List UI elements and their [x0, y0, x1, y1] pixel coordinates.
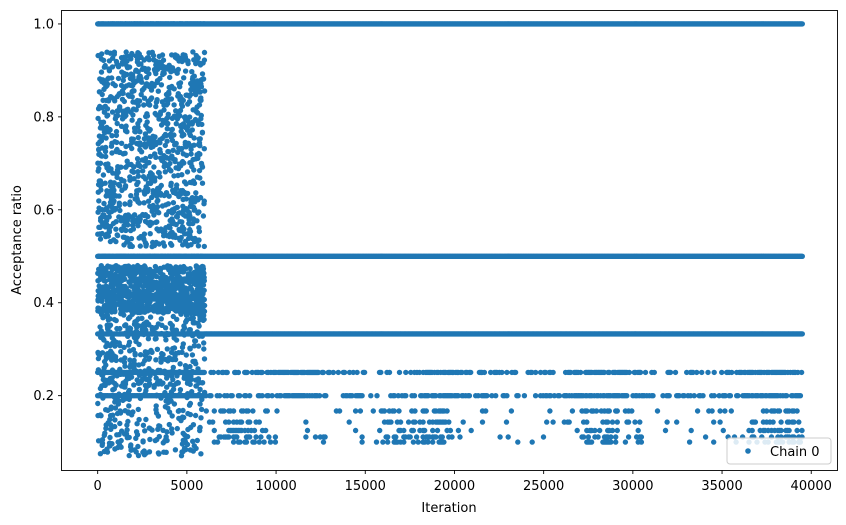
legend-box [726, 437, 832, 465]
legend: Chain 0 [726, 437, 832, 465]
x-tick-label: 0 [94, 479, 102, 494]
x-tick-label: 5000 [170, 479, 203, 494]
y-axis-ticks: 0.2 0.4 0.6 0.8 1.0 [33, 17, 62, 404]
y-tick-label: 1.0 [33, 17, 54, 32]
x-axis-label: Iteration [421, 501, 476, 516]
x-tick-label: 40000 [791, 479, 832, 494]
y-tick-label: 0.2 [33, 389, 54, 404]
x-tick-label: 35000 [701, 479, 742, 494]
legend-marker-chain-0 [745, 448, 751, 454]
y-tick-label: 0.4 [33, 296, 54, 311]
y-tick-label: 0.6 [33, 203, 54, 218]
plot-frame [61, 10, 838, 471]
y-tick-label: 0.8 [33, 110, 54, 125]
x-tick-label: 15000 [345, 479, 386, 494]
x-tick-label: 30000 [612, 479, 653, 494]
chain-0-points [95, 21, 805, 459]
x-axis-ticks: 0 5000 10000 15000 20000 25000 30000 35000 40000 [94, 470, 832, 494]
x-tick-label: 25000 [523, 479, 564, 494]
x-tick-label: 10000 [255, 479, 296, 494]
legend-label-chain-0: Chain 0 [770, 445, 820, 460]
x-tick-label: 20000 [434, 479, 475, 494]
y-axis-label: Acceptance ratio [10, 185, 25, 295]
scatter-points-chain-0 [95, 21, 805, 459]
